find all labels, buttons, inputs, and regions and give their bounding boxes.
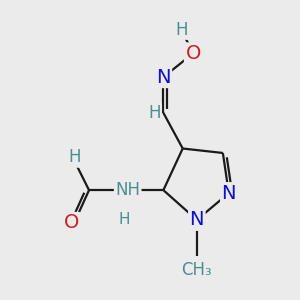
- Text: O: O: [185, 44, 201, 63]
- Text: N: N: [222, 184, 236, 202]
- Text: N: N: [190, 210, 204, 230]
- Text: CH₃: CH₃: [182, 262, 212, 280]
- Text: H: H: [68, 148, 80, 166]
- Text: NH: NH: [115, 181, 140, 199]
- Text: H: H: [119, 212, 130, 227]
- Text: H: H: [175, 20, 188, 38]
- Text: O: O: [64, 213, 79, 232]
- Text: N: N: [156, 68, 171, 87]
- Text: H: H: [148, 104, 161, 122]
